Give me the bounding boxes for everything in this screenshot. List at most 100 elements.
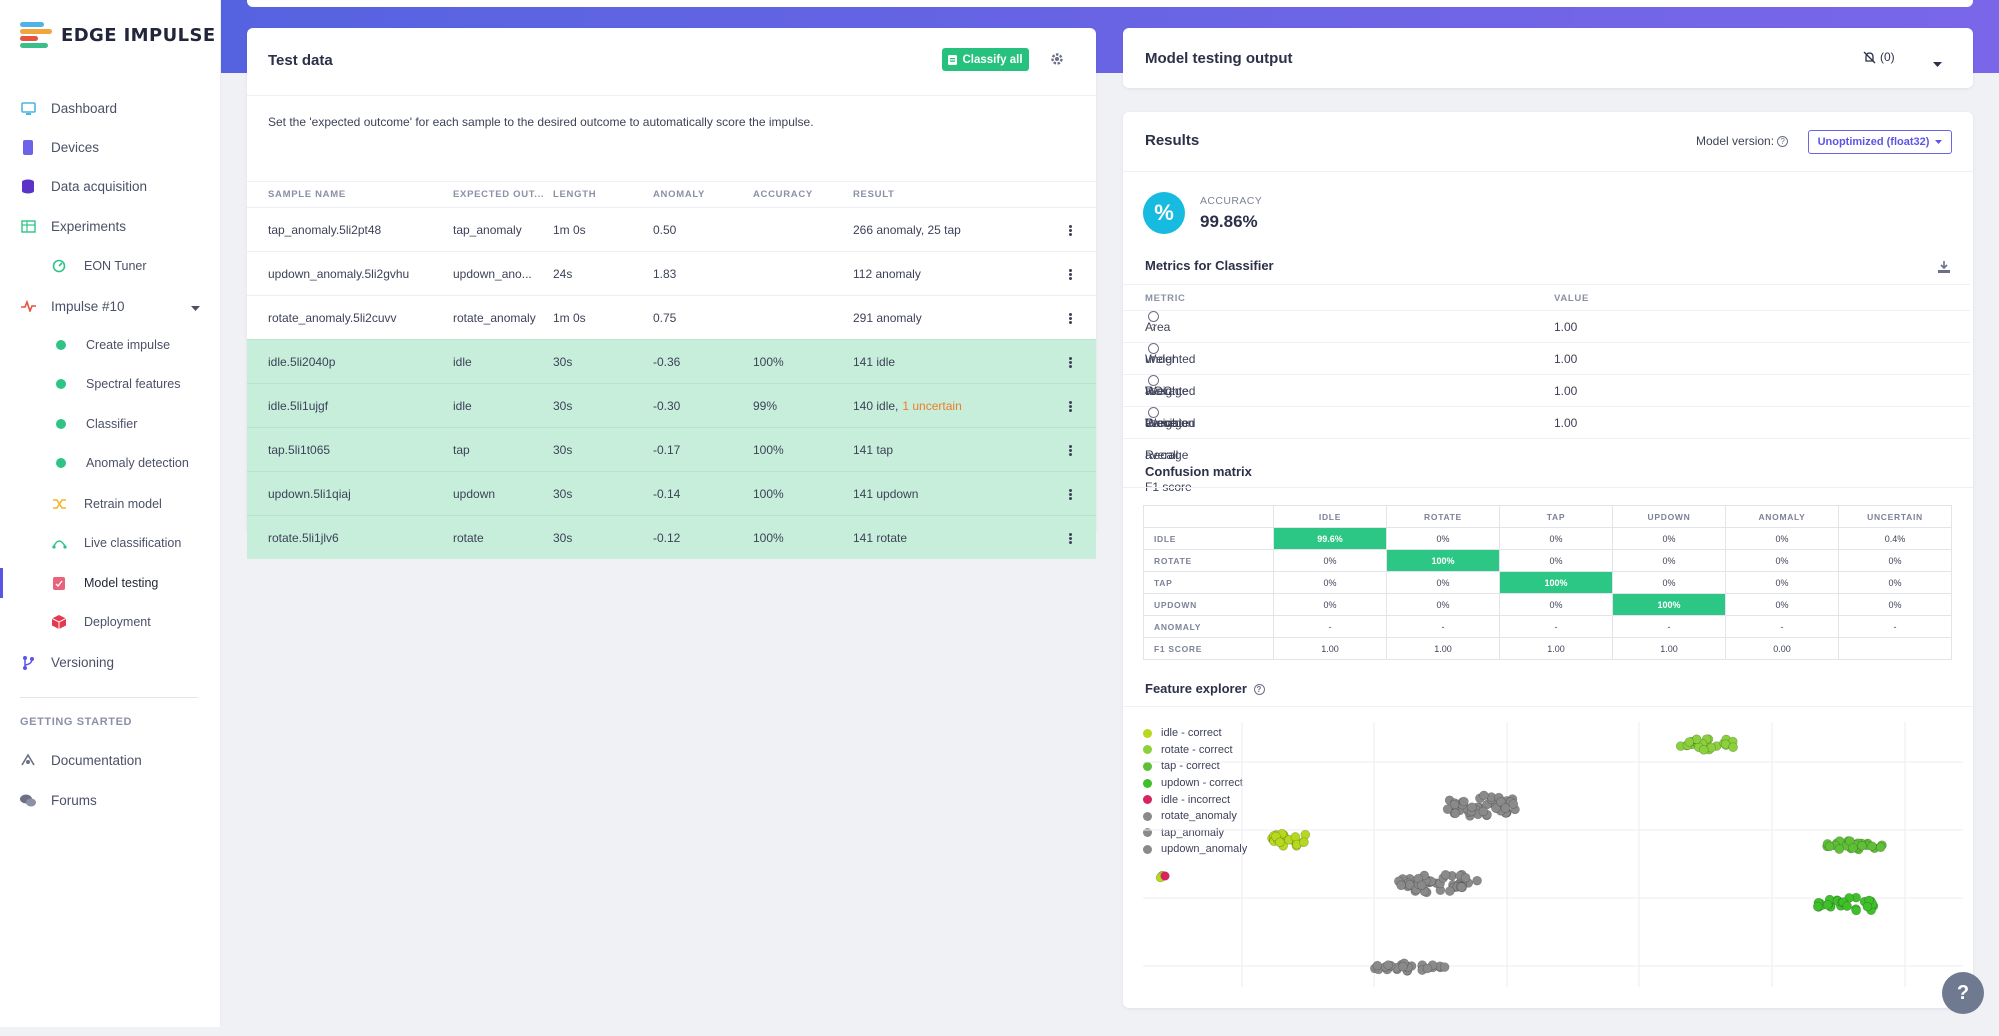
scatter-point[interactable] [1422,963,1433,974]
column-header[interactable]: EXPECTED OUT... [453,189,545,200]
help-icon[interactable]: ? [1148,343,1159,364]
classify-all-button[interactable]: Classify all [942,48,1029,71]
sidebar-item-data-acquisition[interactable]: Data acquisition [20,178,147,194]
table-row[interactable]: rotate_anomaly.5li2cuvv rotate_anomaly 1m … [247,295,1096,339]
sidebar-item-versioning[interactable]: Versioning [20,654,114,670]
sidebar-item-spectral-features[interactable]: Spectral features [56,377,181,391]
sidebar-item-eon-tuner[interactable]: EON Tuner [51,258,147,274]
scatter-point[interactable] [1812,901,1823,912]
scatter-point[interactable] [1450,808,1461,819]
table-row[interactable]: tap_anomaly.5li2pt48 tap_anomaly 1m 0s 0.50… [247,207,1096,251]
more-options-icon[interactable] [1069,225,1072,236]
scatter-point[interactable] [1822,900,1833,910]
table-row[interactable]: rotate.5li1jlv6 rotate 30s -0.12 100% 141 rot… [247,515,1096,559]
scatter-point[interactable] [1496,797,1506,807]
legend-item[interactable]: updown_anomaly [1143,841,1247,858]
more-options-icon[interactable] [1069,357,1072,368]
model-version-select[interactable]: Unoptimized (float32) [1808,130,1952,154]
scatter-point[interactable] [1456,882,1467,892]
scatter-point[interactable] [1383,960,1393,970]
sidebar-item-deployment[interactable]: Deployment [51,614,151,630]
more-options-icon[interactable] [1069,401,1072,412]
scatter-point[interactable] [1508,799,1519,809]
gear-icon[interactable] [1050,52,1064,71]
legend-item[interactable]: tap - correct [1143,758,1247,775]
legend-item[interactable]: idle - incorrect [1143,791,1247,808]
scatter-point[interactable] [1500,803,1511,813]
download-icon[interactable] [1938,260,1950,278]
sidebar-item-retrain-model[interactable]: Retrain model [51,496,162,512]
column-header[interactable]: RESULT [853,189,895,200]
scatter-point[interactable] [1684,737,1695,747]
sidebar-item-classifier[interactable]: Classifier [56,417,137,431]
column-header[interactable]: SAMPLE NAME [268,189,346,200]
scatter-point[interactable] [1875,842,1886,852]
scatter-point[interactable] [1728,742,1738,753]
column-header[interactable]: ANOMALY [653,189,706,200]
scatter-point[interactable] [1834,844,1845,854]
scatter-point[interactable] [1867,841,1877,851]
table-row[interactable]: idle.5li1ujgf idle 30s -0.30 99% 140 idle, 1 u… [247,383,1096,427]
scatter-point[interactable] [1478,806,1489,817]
scatter-point[interactable] [1416,880,1427,891]
scatter-point[interactable] [1396,880,1406,891]
legend-item[interactable]: rotate_anomaly [1143,808,1247,825]
scatter-point[interactable] [1439,962,1450,972]
help-icon[interactable]: ? [1777,136,1789,148]
scatter-point[interactable] [1444,886,1455,896]
scatter-point[interactable] [1491,803,1501,813]
chevron-down-icon[interactable] [1933,55,1942,73]
help-icon[interactable]: ? [1148,375,1159,396]
legend-item[interactable]: updown - correct [1143,775,1247,792]
scatter-point[interactable] [1848,843,1858,853]
sidebar-item-impulse[interactable]: Impulse #10 [20,298,200,314]
scatter-point[interactable] [1472,875,1482,886]
more-options-icon[interactable] [1069,533,1072,544]
scatter-point[interactable] [1440,870,1451,880]
help-chat-button[interactable]: ? [1942,972,1984,1014]
table-row[interactable]: updown_anomaly.5li2gvhu updown_ano... 24s 1… [247,251,1096,295]
sidebar-item-live-classification[interactable]: Live classification [51,535,181,551]
column-header[interactable]: ACCURACY [753,189,813,200]
more-options-icon[interactable] [1069,445,1072,456]
scatter-point[interactable] [1479,790,1489,801]
help-icon[interactable]: ? [1148,407,1159,428]
scatter-point[interactable] [1442,804,1453,814]
scatter-point[interactable] [1398,961,1408,972]
scatter-point[interactable] [1372,960,1383,971]
more-options-icon[interactable] [1069,269,1072,280]
notifications-toggle[interactable]: (0) [1863,50,1895,64]
more-options-icon[interactable] [1069,313,1072,324]
scatter-point[interactable] [1459,796,1469,807]
legend-item[interactable]: idle - correct [1143,725,1247,742]
legend-item[interactable]: rotate - correct [1143,742,1247,759]
sidebar-item-anomaly-detection[interactable]: Anomaly detection [56,456,189,470]
help-icon[interactable]: ? [1253,684,1265,696]
scatter-point[interactable] [1862,901,1873,912]
help-icon[interactable]: ? [1148,311,1159,332]
more-options-icon[interactable] [1069,489,1072,500]
scatter-point[interactable] [1467,802,1477,812]
scatter-point[interactable] [1299,837,1309,847]
logo[interactable]: EDGE IMPULSE [20,22,216,48]
scatter-point[interactable] [1460,873,1471,883]
sidebar-item-create-impulse[interactable]: Create impulse [56,338,170,352]
sidebar-item-model-testing[interactable]: Model testing [51,575,158,591]
scatter-point[interactable] [1275,837,1285,848]
feature-explorer-plot[interactable] [1143,722,1963,992]
table-row[interactable]: idle.5li2040p idle 30s -0.36 100% 141 idle [247,339,1096,383]
sidebar-item-documentation[interactable]: Documentation [20,752,142,768]
scatter-point[interactable] [1160,871,1170,881]
sidebar-item-dashboard[interactable]: Dashboard [20,100,117,116]
scatter-point[interactable] [1842,901,1852,911]
scatter-point[interactable] [1857,840,1867,851]
table-row[interactable]: updown.5li1qiaj updown 30s -0.14 100% 141 upd… [247,471,1096,515]
column-header[interactable]: LENGTH [553,189,597,200]
scatter-point[interactable] [1698,744,1709,755]
sidebar-item-experiments[interactable]: Experiments [20,218,126,234]
scatter-point[interactable] [1851,905,1862,916]
sidebar-item-devices[interactable]: Devices [20,139,99,155]
scatter-point[interactable] [1824,841,1835,852]
table-row[interactable]: tap.5li1t065 tap 30s -0.17 100% 141 tap [247,427,1096,471]
sidebar-item-forums[interactable]: Forums [20,792,97,808]
